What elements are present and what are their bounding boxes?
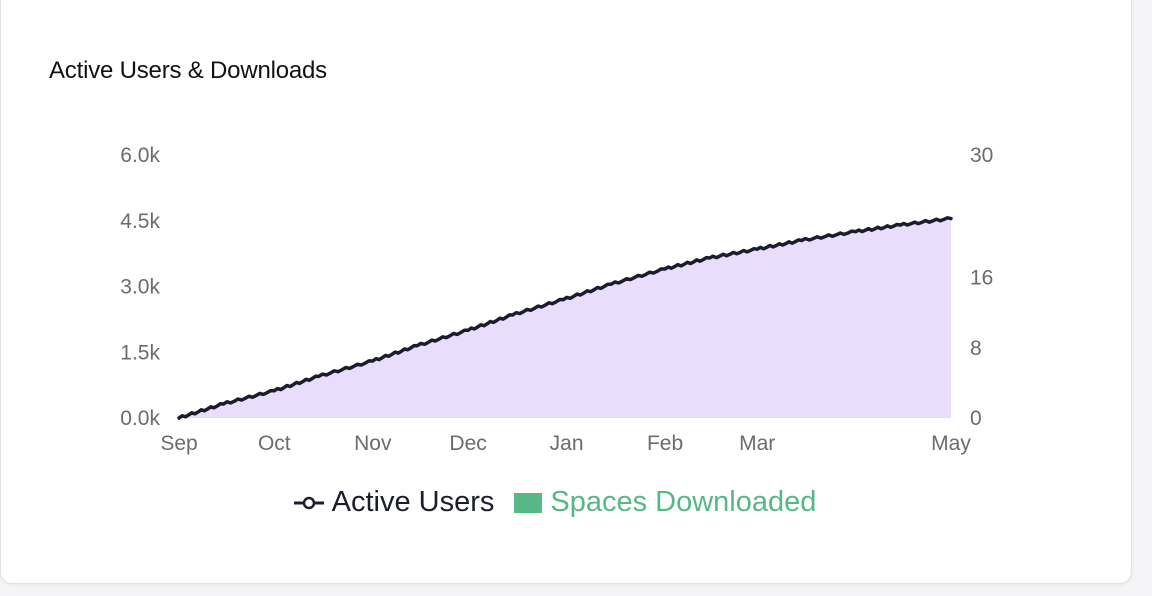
y-right-tick-label: 8 — [970, 337, 982, 360]
y-left-tick-label: 0.0k — [120, 407, 160, 430]
y-right-tick-label: 16 — [970, 267, 993, 290]
area-chart: 6.0k 4.5k 3.0k 1.5k 0.0k 30 16 8 0 Sep Oct Nov Dec… — [120, 144, 993, 455]
x-tick-label: Jan — [550, 432, 584, 455]
right-axis: 30 16 8 0 — [970, 144, 993, 430]
x-tick-label: Sep — [160, 432, 197, 455]
legend-label-spaces-downloaded: Spaces Downloaded — [550, 486, 817, 518]
legend-label-active-users: Active Users — [331, 486, 495, 518]
y-left-tick-label: 4.5k — [120, 210, 160, 233]
x-tick-label: Mar — [739, 432, 775, 455]
card-title: Active Users & Downloads — [49, 57, 327, 84]
line-marker-icon — [293, 496, 324, 509]
active-users-line — [177, 216, 953, 420]
square-swatch-icon — [514, 492, 543, 513]
x-axis: Sep Oct Nov Dec Jan Feb Mar May — [160, 432, 971, 455]
x-tick-label: Feb — [647, 432, 683, 455]
y-left-tick-label: 1.5k — [120, 341, 160, 364]
y-left-tick-label: 6.0k — [120, 144, 160, 167]
x-tick-label: Nov — [354, 432, 392, 455]
y-right-tick-label: 0 — [970, 407, 982, 430]
active-users-area — [179, 217, 951, 418]
y-left-tick-label: 3.0k — [120, 276, 160, 299]
x-tick-label: Oct — [258, 432, 291, 455]
legend-item-spaces-downloaded[interactable]: Spaces Downloaded — [514, 486, 816, 519]
legend: Active Users Spaces Downloaded — [0, 486, 1110, 519]
y-right-tick-label: 30 — [970, 144, 993, 167]
legend-item-active-users[interactable]: Active Users — [293, 486, 495, 519]
x-tick-label: Dec — [449, 432, 486, 455]
left-axis: 6.0k 4.5k 3.0k 1.5k 0.0k — [120, 144, 160, 430]
x-tick-label: May — [931, 432, 971, 455]
